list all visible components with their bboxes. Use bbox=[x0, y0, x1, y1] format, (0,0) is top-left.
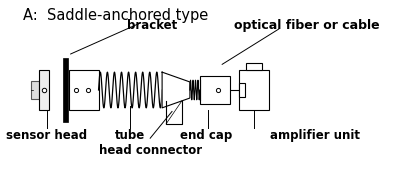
Bar bbox=[69, 70, 98, 110]
Text: sensor head: sensor head bbox=[6, 129, 88, 142]
Text: amplifier unit: amplifier unit bbox=[270, 129, 360, 142]
Bar bbox=[39, 70, 49, 110]
Bar bbox=[246, 63, 261, 70]
Bar bbox=[239, 70, 269, 110]
Bar bbox=[31, 81, 39, 99]
Bar bbox=[239, 83, 245, 97]
Text: head connector: head connector bbox=[99, 144, 202, 157]
Text: tube: tube bbox=[115, 129, 145, 142]
Bar bbox=[63, 58, 68, 122]
Text: A:  Saddle-anchored type: A: Saddle-anchored type bbox=[23, 8, 208, 23]
Text: optical fiber or cable: optical fiber or cable bbox=[234, 19, 380, 32]
Text: end cap: end cap bbox=[180, 129, 232, 142]
Text: bracket: bracket bbox=[127, 19, 177, 32]
Bar bbox=[200, 76, 229, 104]
Polygon shape bbox=[162, 72, 190, 108]
